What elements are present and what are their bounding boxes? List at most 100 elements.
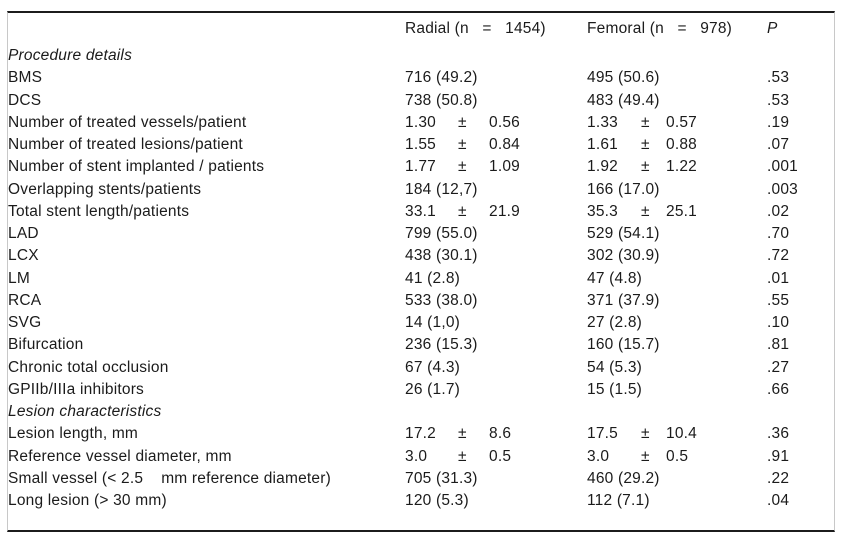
- table-body: Procedure details BMS 716 (49.2) 495 (50.6)…: [8, 45, 834, 512]
- p-value: .81: [767, 336, 790, 354]
- radial-value-cell: 17.2 ±8.6: [405, 423, 587, 445]
- count-percent-value: 236 (15.3): [405, 336, 478, 354]
- row-label: Long lesion (> 30 mm): [8, 492, 167, 510]
- femoral-value-cell: 1.92 ±1.22: [587, 156, 767, 178]
- plus-minus-sign: ±: [458, 158, 467, 176]
- femoral-value-cell: 35.3 ±25.1: [587, 201, 767, 223]
- table-row: LM 41 (2.8) 47 (4.8) .01: [8, 268, 834, 290]
- p-value: .04: [767, 492, 790, 510]
- plus-minus-sign: ±: [458, 136, 467, 154]
- table-row: Overlapping stents/patients 184 (12,7) 166…: [8, 179, 834, 201]
- p-value: .01: [767, 269, 790, 287]
- radial-value-cell: 1.55 ±0.84: [405, 134, 587, 156]
- table-row: Number of treated vessels/patient 1.30 ±0.…: [8, 112, 834, 134]
- femoral-value-cell: 483 (49.4): [587, 90, 767, 112]
- table-row: Total stent length/patients 33.1 ±21.9 35.3…: [8, 201, 834, 223]
- row-label: Bifurcation: [8, 336, 84, 354]
- p-value: .07: [767, 136, 790, 154]
- mean-value: 3.0: [405, 447, 428, 465]
- row-label: Lesion length, mm: [8, 425, 139, 443]
- table-row: LAD 799 (55.0) 529 (54.1) .70: [8, 223, 834, 245]
- plus-minus-sign: ±: [641, 158, 650, 176]
- count-percent-value: 112 (7.1): [587, 492, 650, 510]
- sd-value: 8.6: [489, 425, 512, 443]
- row-label: RCA: [8, 291, 42, 309]
- table-row: LCX 438 (30.1) 302 (30.9) .72: [8, 245, 834, 267]
- mean-value: 3.0: [587, 447, 610, 465]
- sd-value: 25.1: [666, 202, 697, 220]
- section-title: Lesion characteristics: [8, 403, 162, 421]
- mean-value: 1.55: [405, 136, 436, 154]
- p-value: .36: [767, 425, 790, 443]
- radial-value-cell: 1.77 ±1.09: [405, 156, 587, 178]
- column-header-femoral: Femoral (n = 978): [587, 20, 733, 37]
- p-value: .003: [767, 180, 798, 198]
- sd-value: 21.9: [489, 202, 520, 220]
- count-percent-value: 120 (5.3): [405, 492, 469, 510]
- section-title-row: Lesion characteristics: [8, 401, 834, 423]
- p-value: .19: [767, 113, 790, 131]
- row-label: SVG: [8, 314, 42, 332]
- sd-value: 0.88: [666, 136, 697, 154]
- radial-value-cell: 799 (55.0): [405, 223, 587, 245]
- table-header-row: Radial (n = 1454) Femoral (n = 978) P: [8, 13, 834, 45]
- count-percent-value: 15 (1.5): [587, 380, 643, 398]
- p-value: .53: [767, 69, 790, 87]
- count-percent-value: 166 (17.0): [587, 180, 660, 198]
- femoral-value-cell: 371 (37.9): [587, 290, 767, 312]
- count-percent-value: 533 (38.0): [405, 291, 478, 309]
- row-label: LAD: [8, 225, 39, 243]
- femoral-value-cell: 166 (17.0): [587, 179, 767, 201]
- count-percent-value: 67 (4.3): [405, 358, 461, 376]
- femoral-value-cell: 1.33 ±0.57: [587, 112, 767, 134]
- table-row: BMS 716 (49.2) 495 (50.6) .53: [8, 67, 834, 89]
- radial-value-cell: 438 (30.1): [405, 245, 587, 267]
- row-label: Chronic total occlusion: [8, 358, 169, 376]
- sd-value: 10.4: [666, 425, 697, 443]
- table-row: Reference vessel diameter, mm 3.0 ±0.5 3.0 ±…: [8, 446, 834, 468]
- femoral-value-cell: 495 (50.6): [587, 67, 767, 89]
- mean-value: 17.5: [587, 425, 618, 443]
- radial-value-cell: 41 (2.8): [405, 268, 587, 290]
- table-row: SVG 14 (1,0) 27 (2.8) .10: [8, 312, 834, 334]
- count-percent-value: 371 (37.9): [587, 291, 660, 309]
- sd-value: 0.56: [489, 113, 520, 131]
- column-header-radial: Radial (n = 1454): [405, 20, 546, 37]
- table-row: Long lesion (> 30 mm) 120 (5.3) 112 (7.1).…: [8, 490, 834, 512]
- plus-minus-sign: ±: [641, 202, 650, 220]
- count-percent-value: 529 (54.1): [587, 225, 660, 243]
- mean-value: 35.3: [587, 202, 618, 220]
- row-label: Number of treated vessels/patient: [8, 113, 247, 131]
- count-percent-value: 716 (49.2): [405, 69, 478, 87]
- row-label: Reference vessel diameter, mm: [8, 447, 232, 465]
- count-percent-value: 41 (2.8): [405, 269, 461, 287]
- femoral-value-cell: 1.61 ±0.88: [587, 134, 767, 156]
- table-row: GPIIb/IIIa inhibitors 26 (1.7) 15 (1.5) .66: [8, 379, 834, 401]
- table-row: Bifurcation 236 (15.3) 160 (15.7) .81: [8, 334, 834, 356]
- column-header-p: P: [767, 20, 778, 37]
- sd-value: 0.57: [666, 113, 697, 131]
- table-row: Lesion length, mm 17.2 ±8.6 17.5 ±10.4 .36: [8, 423, 834, 445]
- plus-minus-sign: ±: [641, 136, 650, 154]
- table-row: Number of treated lesions/patient 1.55 ±0.…: [8, 134, 834, 156]
- p-value: .53: [767, 91, 790, 109]
- plus-minus-sign: ±: [458, 447, 467, 465]
- sd-value: 0.84: [489, 136, 520, 154]
- count-percent-value: 26 (1.7): [405, 380, 461, 398]
- femoral-value-cell: 47 (4.8): [587, 268, 767, 290]
- count-percent-value: 160 (15.7): [587, 336, 660, 354]
- radial-value-cell: 533 (38.0): [405, 290, 587, 312]
- mean-value: 1.30: [405, 113, 436, 131]
- sd-value: 1.22: [666, 158, 697, 176]
- mean-value: 1.33: [587, 113, 618, 131]
- p-value: .22: [767, 469, 790, 487]
- count-percent-value: 495 (50.6): [587, 69, 660, 87]
- row-label: LCX: [8, 247, 39, 265]
- row-label: Number of stent implanted / patients: [8, 158, 265, 176]
- mean-value: 17.2: [405, 425, 436, 443]
- mean-value: 33.1: [405, 202, 436, 220]
- radial-value-cell: 33.1 ±21.9: [405, 201, 587, 223]
- row-label: Small vessel (< 2.5 mm reference diamete…: [8, 469, 331, 487]
- count-percent-value: 27 (2.8): [587, 314, 643, 332]
- mean-value: 1.61: [587, 136, 618, 154]
